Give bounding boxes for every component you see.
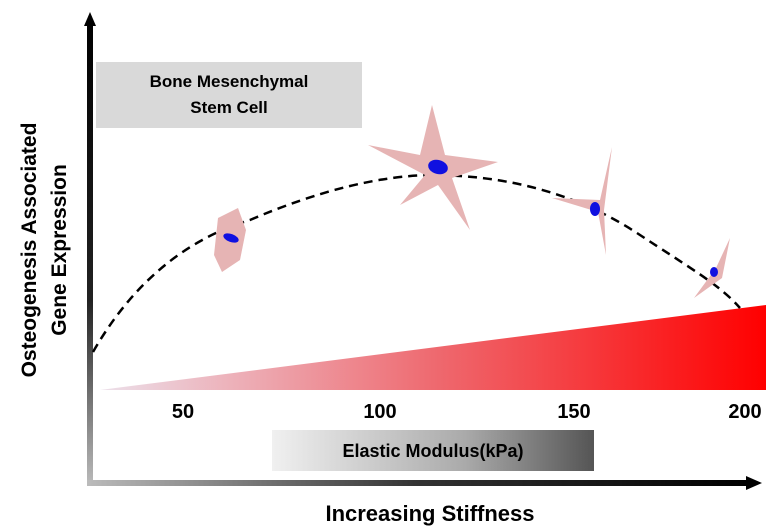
- y-axis-label: Osteogenesis Associated: [18, 123, 41, 378]
- x-axis-arrow: [746, 476, 762, 490]
- scale-tick: 50: [172, 401, 194, 423]
- scale-tick: 100: [363, 401, 396, 423]
- cell-box: [96, 62, 362, 128]
- stiffness-wedge: [100, 305, 766, 390]
- x-axis: [87, 480, 747, 486]
- scale-label: Elastic Modulus(kPa): [342, 441, 523, 461]
- scale-tick: 200: [728, 401, 761, 423]
- cell: [694, 238, 730, 298]
- scale-box: [272, 430, 594, 471]
- y-axis: [87, 22, 93, 486]
- y-axis-label: Gene Expression: [48, 164, 71, 336]
- x-axis-label: Increasing Stiffness: [325, 501, 534, 526]
- cell: [214, 208, 246, 272]
- cell: [552, 147, 612, 255]
- cell-box-line: Bone Mesenchymal: [150, 72, 309, 91]
- y-axis-arrow: [84, 12, 96, 26]
- scale-tick: 150: [557, 401, 590, 423]
- cell: [368, 105, 498, 230]
- cell-box-line: Stem Cell: [190, 98, 267, 117]
